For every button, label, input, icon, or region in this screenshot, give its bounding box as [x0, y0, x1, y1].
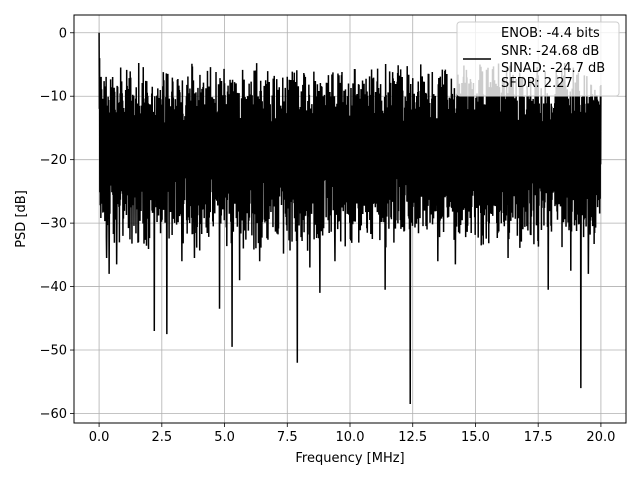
y-tick-label: −40 — [40, 280, 67, 295]
legend-enob: ENOB: -4.4 bits — [501, 26, 600, 41]
y-tick-label: −10 — [40, 90, 67, 105]
x-tick-label: 2.5 — [151, 430, 172, 445]
legend: ENOB: -4.4 bits SNR: -24.68 dB SINAD: -2… — [456, 21, 620, 97]
x-tick-label: 15.0 — [461, 430, 490, 445]
legend-sfdr: SFDR: 2.27 — [501, 76, 573, 91]
x-tick-label: 17.5 — [524, 430, 553, 445]
legend-sinad: SINAD: -24.7 dB — [501, 61, 605, 76]
y-axis: 0 −10 −20 −30 −40 −50 −60 — [40, 26, 74, 422]
y-tick-label: −30 — [40, 217, 67, 232]
x-axis: 0.0 2.5 5.0 7.5 10.0 12.5 15.0 17.5 20.0 — [89, 423, 615, 445]
x-tick-label: 0.0 — [89, 430, 110, 445]
psd-trace — [98, 32, 602, 404]
y-tick-label: −60 — [40, 407, 67, 422]
y-tick-label: −50 — [40, 344, 67, 359]
y-tick-label: −20 — [40, 153, 67, 168]
psd-series-line — [98, 32, 602, 404]
x-tick-label: 5.0 — [214, 430, 235, 445]
legend-snr: SNR: -24.68 dB — [501, 44, 599, 59]
y-axis-label: PSD [dB] — [14, 190, 29, 248]
x-tick-label: 12.5 — [398, 430, 427, 445]
x-axis-label: Frequency [MHz] — [295, 451, 404, 466]
x-tick-label: 20.0 — [586, 430, 615, 445]
y-tick-label: 0 — [59, 26, 67, 41]
x-tick-label: 10.0 — [336, 430, 365, 445]
x-tick-label: 7.5 — [277, 430, 298, 445]
legend-box — [456, 21, 620, 97]
